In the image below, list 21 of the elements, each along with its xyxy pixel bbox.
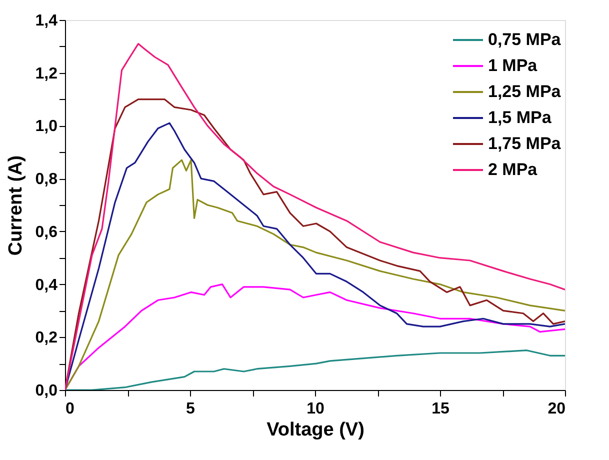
x-tick-label: 10 (306, 400, 324, 418)
y-tick-label: 0,8 (35, 171, 58, 188)
y-tick-label: 0,2 (35, 330, 58, 347)
y-tick-label: 0,6 (35, 224, 58, 241)
y-tick-label: 1,2 (35, 65, 58, 82)
x-tick-label: 15 (432, 400, 450, 418)
legend-label: 1 MPa (488, 56, 538, 75)
x-tick-label: 20 (548, 400, 566, 418)
y-tick-label: 1,4 (35, 12, 58, 30)
x-axis-title: Voltage (V) (266, 420, 364, 440)
y-axis-title: Current (A) (5, 155, 26, 256)
legend-label: 0,75 MPa (488, 30, 562, 49)
legend-label: 1,25 MPa (488, 82, 562, 101)
y-tick-label: 0,4 (35, 276, 58, 294)
legend-label: 1,5 MPa (488, 108, 552, 127)
y-tick-label: 0,0 (35, 382, 58, 400)
y-tick-label: 1,0 (35, 118, 58, 136)
x-tick-label: 5 (186, 400, 196, 418)
legend-label: 1,75 MPa (488, 134, 562, 153)
legend-label: 2 MPa (488, 160, 538, 179)
x-tick-label: 0 (66, 400, 74, 418)
